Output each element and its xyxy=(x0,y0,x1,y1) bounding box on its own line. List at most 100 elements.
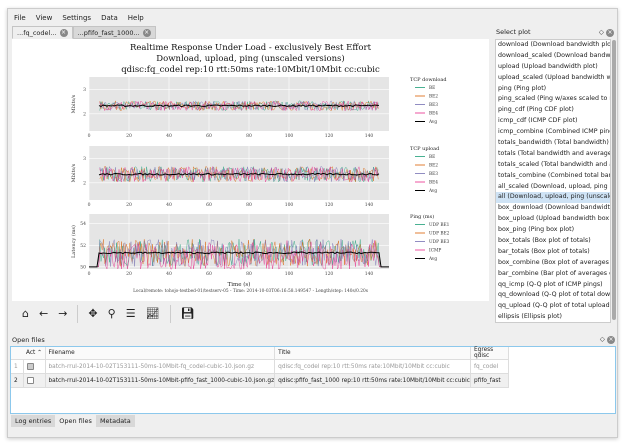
legend-label: BE2 xyxy=(429,164,438,169)
tab-metadata[interactable]: Metadata xyxy=(95,415,135,427)
col-filename[interactable]: Filename xyxy=(45,347,276,360)
save-icon[interactable]: 💾︎ xyxy=(180,307,195,320)
plot-list-item[interactable]: box_totals (Box plot of totals) xyxy=(498,237,591,245)
close-icon[interactable]: × xyxy=(607,336,615,344)
plot-list[interactable]: download (Download bandwidth plot) downlo… xyxy=(495,39,611,323)
x-tick-label: 100 xyxy=(285,271,294,277)
back-icon[interactable]: ← xyxy=(38,307,49,320)
float-icon[interactable]: ◇ xyxy=(598,27,604,36)
plot-list-item[interactable]: totals_scaled (Total bandwidth and avera… xyxy=(498,160,610,168)
plot-list-item[interactable]: bar_totals (Box plot of totals) xyxy=(498,247,590,255)
plot-list-item[interactable]: qq_download (Q-Q plot of total download … xyxy=(498,291,611,299)
legend-label: BE3 xyxy=(429,172,438,177)
edit-axes-icon[interactable]: 📈︎ xyxy=(145,307,160,320)
plot-list-item[interactable]: icmp_cdf (ICMP CDF plot) xyxy=(498,117,578,125)
tab-pfifo-fast[interactable]: ...pfifo_fast_1000... × xyxy=(72,26,156,39)
plot-list-item[interactable]: box_download (Download bandwidth box plo… xyxy=(498,204,611,212)
plot-list-item[interactable]: totals_bandwidth (Total bandwidth) xyxy=(498,139,609,147)
tab-open-files[interactable]: Open files xyxy=(55,415,96,427)
active-checkbox[interactable] xyxy=(26,363,34,370)
series-line-icmp xyxy=(89,240,389,270)
y-tick-label: 2 xyxy=(83,180,86,186)
y-tick-label: 50 xyxy=(80,264,86,270)
plot-list-item[interactable]: icmp_combine (Combined ICMP ping plot) xyxy=(498,128,610,136)
legend-label: BE4 xyxy=(429,112,438,117)
active-checkbox[interactable] xyxy=(26,377,34,384)
series-line-udp-be2 xyxy=(89,238,389,268)
pan-icon[interactable]: ✥ xyxy=(88,307,98,320)
filename-cell: batch-rrul-2014-10-02T153111-50ms-10Mbit… xyxy=(45,373,276,388)
x-tick-label: 140 xyxy=(365,202,374,208)
plot-list-item[interactable]: qq_icmp (Q-Q plot of ICMP pings) xyxy=(498,280,603,288)
plot-list-item[interactable]: upload (Upload bandwidth plot) xyxy=(498,62,598,70)
x-tick-label: 80 xyxy=(246,202,252,208)
plot-list-item[interactable]: all (Download, upload, ping (unscaled ve… xyxy=(496,192,610,204)
close-icon[interactable]: × xyxy=(606,28,614,37)
table-row[interactable]: 1 batch-rrul-2014-10-02T153111-50ms-10Mbi… xyxy=(11,359,509,374)
tab-fq-codel[interactable]: ...fq_codel... × xyxy=(12,26,73,39)
plot-list-item[interactable]: box_combine (Box plot of averages of ser… xyxy=(498,258,610,266)
x-tick-label: 80 xyxy=(246,133,252,139)
x-tick-label: 60 xyxy=(206,133,212,139)
x-tick-label: 0 xyxy=(88,202,91,208)
x-tick-label: 80 xyxy=(246,271,252,277)
configure-subplots-icon[interactable]: ☰ xyxy=(125,307,136,320)
table-row[interactable]: 2 batch-rrul-2014-10-02T153111-50ms-10Mbi… xyxy=(11,373,509,388)
col-title[interactable]: Title xyxy=(274,347,471,360)
plot-list-item[interactable]: bar_combine (Bar plot of averages of ser… xyxy=(498,269,610,277)
legend-label: ICMP xyxy=(429,249,441,254)
plot-list-item[interactable]: qq_upload (Q-Q plot of total upload band… xyxy=(498,302,610,310)
plot-canvas[interactable]: Realtime Response Under Load - exclusive… xyxy=(12,39,489,301)
plot-list-item[interactable]: ping_scaled (Ping w/axes scaled to remov… xyxy=(498,95,610,103)
plot-list-item[interactable]: download (Download bandwidth plot) xyxy=(498,41,611,48)
plot-list-item[interactable]: upload_scaled (Upload bandwidth w/axes s… xyxy=(498,73,610,81)
tab-label: ...fq_codel... xyxy=(17,28,57,37)
plot-list-item[interactable]: download_scaled (Download bandwidth w/ax… xyxy=(498,51,611,59)
x-tick-label: 60 xyxy=(206,202,212,208)
y-tick-label: 2 xyxy=(83,111,86,117)
plot-list-item[interactable]: ping (Ping plot) xyxy=(498,84,547,92)
tab-label: ...pfifo_fast_1000... xyxy=(77,28,140,37)
panel-title: Open files xyxy=(12,335,45,344)
y-tick-label: 3 xyxy=(83,156,86,162)
float-icon[interactable]: ◇ xyxy=(599,335,605,343)
legend-label: BE3 xyxy=(429,103,438,108)
plot-footer: Local/remote: tohojo-testbed-01/testserv… xyxy=(133,289,368,294)
plot-subtitle: Download, upload, ping (unscaled version… xyxy=(156,54,345,64)
menu-view[interactable]: View xyxy=(35,14,53,22)
menu-help[interactable]: Help xyxy=(127,14,144,22)
plot-list-item[interactable]: totals_combine (Combined total bandwidth… xyxy=(498,171,610,179)
menu-data[interactable]: Data xyxy=(101,14,118,22)
home-icon[interactable]: ⌂ xyxy=(22,307,29,320)
tab-log-entries[interactable]: Log entries xyxy=(11,415,56,427)
plot-list-item[interactable]: all_scaled (Download, upload, ping (scal… xyxy=(498,182,610,190)
legend-label: BE4 xyxy=(429,181,438,186)
row-number: 1 xyxy=(11,359,24,374)
plot-list-item[interactable]: totals (Total bandwidth and average ping… xyxy=(498,149,611,157)
y-axis-label: Mbits/s xyxy=(71,163,77,182)
title-cell: qdisc:fq_codel rep:10 rtt:50ms rate:10Mb… xyxy=(274,359,471,374)
plot-list-item[interactable]: ping_cdf (Ping CDF plot) xyxy=(498,106,574,114)
legend-label: Avg xyxy=(428,120,437,125)
close-icon[interactable]: × xyxy=(142,28,151,37)
plot-list-item[interactable]: ellipsis (Ellipsis plot) xyxy=(498,313,562,321)
col-egress-qdisc[interactable]: Egress qdisc xyxy=(470,347,509,360)
x-tick-label: 20 xyxy=(126,133,132,139)
close-icon[interactable]: × xyxy=(59,28,68,37)
plot-list-item[interactable]: box_ping (Ping box plot) xyxy=(498,226,575,234)
x-tick-label: 100 xyxy=(285,133,294,139)
series-line-avg xyxy=(89,251,389,268)
legend-title: TCP upload xyxy=(410,146,440,152)
col-act[interactable]: Act ⌃ xyxy=(23,347,46,360)
y-tick-label: 52 xyxy=(80,243,86,249)
scrollbar[interactable] xyxy=(612,40,616,320)
zoom-icon[interactable]: ⚲ xyxy=(107,307,116,320)
menu-file[interactable]: File xyxy=(14,14,26,22)
plot-list-item[interactable]: box_upload (Upload bandwidth box plot) xyxy=(498,215,610,223)
qdisc-cell: pfifo_fast xyxy=(470,373,509,388)
x-tick-label: 40 xyxy=(166,271,172,277)
x-tick-label: 0 xyxy=(88,133,91,139)
forward-icon[interactable]: → xyxy=(58,307,68,320)
menu-settings[interactable]: Settings xyxy=(62,14,92,22)
x-tick-label: 40 xyxy=(166,202,172,208)
